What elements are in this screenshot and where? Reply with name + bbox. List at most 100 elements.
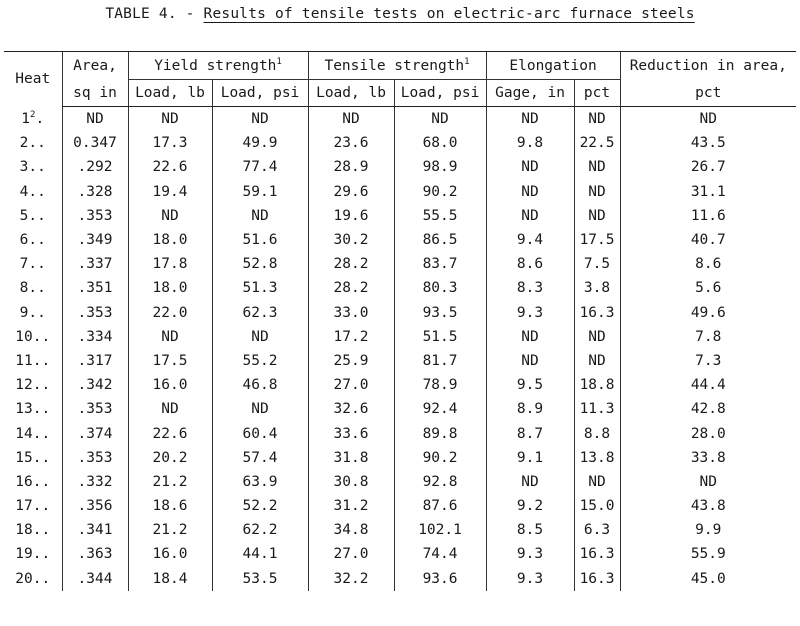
cell-yield-lb: 19.4	[128, 179, 213, 204]
table-row: 8.. .351 18.0 51.3 28.2 80.3 8.3 3.8 5.6	[4, 276, 796, 301]
cell-tensile-psi: 86.5	[394, 227, 487, 253]
cell-elong-pct: ND	[574, 179, 621, 204]
cell-reduction: 26.7	[690, 159, 726, 176]
cell-reduction: 7.8	[695, 328, 722, 345]
cell-elong-pct: ND	[574, 155, 621, 180]
cell-elong-pct: ND	[574, 106, 621, 132]
cell-reduction: ND	[699, 111, 718, 128]
table-title: Results of tensile tests on electric-arc…	[203, 6, 695, 22]
cell-reduction: 42.8	[690, 401, 726, 418]
cell-yield-psi: 53.5	[212, 566, 309, 591]
cell-gage: ND	[486, 469, 575, 494]
cell-elong-pct: 6.3	[574, 518, 621, 543]
cell-tensile-psi: ND	[394, 106, 487, 132]
header-yield-label: Yield strength	[154, 57, 277, 74]
cell-gage: 8.7	[486, 421, 575, 446]
cell-gage: ND	[486, 324, 575, 349]
cell-tensile-psi: 83.7	[394, 252, 487, 277]
cell-yield-lb: 18.6	[128, 494, 213, 519]
cell-reduction: 40.7	[690, 232, 726, 249]
cell-heat: 12.	[4, 106, 63, 132]
table-row: 4.. .328 19.4 59.1 29.6 90.2 ND ND 31.1	[4, 179, 796, 204]
cell-tensile-psi: 55.5	[394, 203, 487, 228]
cell-yield-lb: 16.0	[128, 373, 213, 398]
cell-reduction: 31.1	[690, 183, 726, 200]
heat-suffix: .	[35, 110, 45, 127]
table-row: 12.. .342 16.0 46.8 27.0 78.9 9.5 18.8 44.4	[4, 373, 796, 398]
cell-gage: 8.6	[486, 252, 575, 277]
cell-tensile-lb: 27.0	[308, 542, 395, 567]
cell-heat: 6..	[4, 227, 63, 253]
header-yield-strength: Yield strength1	[128, 51, 309, 80]
cell-tensile-lb: 25.9	[308, 348, 395, 374]
header-reduction-unit: pct	[620, 79, 797, 107]
cell-yield-lb: 22.6	[128, 155, 213, 180]
cell-heat: 14..	[4, 421, 63, 446]
header-yield-load-psi: Load, psi	[212, 79, 309, 107]
cell-area: .328	[62, 179, 129, 204]
cell-reduction: 11.6	[690, 207, 726, 224]
cell-area: .353	[62, 397, 129, 422]
cell-tensile-lb: 29.6	[308, 179, 395, 204]
table-header: Heat Area, Yield strength1 Tensile stren…	[4, 51, 797, 107]
header-elongation-pct: pct	[574, 79, 621, 107]
cell-yield-lb: 20.2	[128, 445, 213, 470]
cell-area: .353	[62, 445, 129, 470]
cell-reduction: 55.9	[690, 546, 726, 563]
table-row: 15.. .353 20.2 57.4 31.8 90.2 9.1 13.8 33.8	[4, 445, 796, 470]
cell-elong-pct: ND	[574, 348, 621, 374]
cell-gage: 9.3	[486, 542, 575, 567]
header-yield-load-lb: Load, lb	[128, 79, 213, 107]
cell-tensile-psi: 102.1	[394, 518, 487, 543]
cell-yield-lb: 21.2	[128, 469, 213, 494]
cell-yield-psi: 52.8	[212, 252, 309, 277]
cell-area: .363	[62, 542, 129, 567]
cell-gage: 8.5	[486, 518, 575, 543]
cell-reduction: 9.9	[695, 522, 722, 539]
cell-tensile-lb: 19.6	[308, 203, 395, 228]
cell-area: .356	[62, 494, 129, 519]
cell-yield-psi: 55.2	[212, 348, 309, 374]
heat-number: 1	[21, 110, 31, 127]
cell-tensile-psi: 89.8	[394, 421, 487, 446]
table-row: 19.. .363 16.0 44.1 27.0 74.4 9.3 16.3 55.9	[4, 542, 796, 567]
cell-elong-pct: 15.0	[574, 494, 621, 519]
cell-yield-psi: 59.1	[212, 179, 309, 204]
header-tensile-label: Tensile strength	[324, 57, 465, 74]
cell-tensile-lb: 33.6	[308, 421, 395, 446]
cell-yield-lb: ND	[128, 106, 213, 132]
cell-yield-lb: ND	[128, 324, 213, 349]
header-tensile-strength: Tensile strength1	[308, 51, 487, 80]
cell-elong-pct: 18.8	[574, 373, 621, 398]
cell-elong-pct: 8.8	[574, 421, 621, 446]
cell-yield-psi: 52.2	[212, 494, 309, 519]
table-row: 13.. .353 ND ND 32.6 92.4 8.9 11.3 42.8	[4, 397, 796, 422]
header-tensile-load-lb: Load, lb	[308, 79, 395, 107]
cell-elong-pct: 16.3	[574, 566, 621, 591]
cell-yield-lb: 18.0	[128, 227, 213, 253]
cell-area: ND	[62, 106, 129, 132]
header-gage: Gage, in	[486, 79, 575, 107]
cell-tensile-lb: 30.2	[308, 227, 395, 253]
cell-area: .332	[62, 469, 129, 494]
header-area: Area,	[62, 51, 129, 80]
cell-reduction: ND	[699, 473, 718, 490]
cell-tensile-lb: 27.0	[308, 373, 395, 398]
cell-elong-pct: 17.5	[574, 227, 621, 253]
cell-reduction: 49.6	[690, 304, 726, 321]
cell-tensile-lb: 28.2	[308, 252, 395, 277]
cell-elong-pct: 11.3	[574, 397, 621, 422]
cell-heat: 17..	[4, 494, 63, 519]
cell-elong-pct: 16.3	[574, 300, 621, 325]
cell-tensile-lb: 33.0	[308, 300, 395, 325]
table-row: 18.. .341 21.2 62.2 34.8 102.1 8.5 6.3 9.9	[4, 518, 796, 543]
cell-tensile-lb: 34.8	[308, 518, 395, 543]
table-row: 16.. .332 21.2 63.9 30.8 92.8 ND ND ND	[4, 469, 796, 494]
cell-gage: 8.9	[486, 397, 575, 422]
cell-tensile-lb: 32.2	[308, 566, 395, 591]
cell-yield-psi: 51.6	[212, 227, 309, 253]
cell-heat: 16..	[4, 469, 63, 494]
cell-tensile-psi: 68.0	[394, 131, 487, 156]
cell-tensile-psi: 93.5	[394, 300, 487, 325]
table-row: 6.. .349 18.0 51.6 30.2 86.5 9.4 17.5 40.7	[4, 227, 796, 253]
